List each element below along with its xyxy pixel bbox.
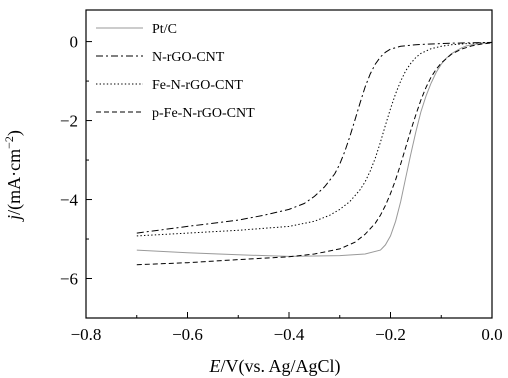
series-layer — [136, 41, 493, 266]
y-tick-label: 0 — [70, 33, 79, 52]
y-axis-label: j/(mA·cm−2) — [2, 130, 25, 222]
series-line-4 — [136, 42, 493, 266]
y-tick-label: −2 — [60, 112, 78, 131]
legend-label-3: Fe-N-rGO-CNT — [152, 78, 243, 93]
x-tick-label: −0.2 — [375, 325, 406, 344]
x-axis-label: E/V(vs. Ag/AgCl) — [208, 356, 340, 377]
x-tick-label: 0.0 — [481, 325, 502, 344]
plot-frame — [85, 9, 493, 319]
y-tick-label: −6 — [60, 270, 78, 289]
series-line-1 — [136, 41, 493, 257]
x-tick-label: −0.6 — [172, 325, 203, 344]
x-tick-label: −0.4 — [274, 325, 305, 344]
legend-label-2: N-rGO-CNT — [152, 50, 225, 65]
series-line-3 — [136, 41, 493, 237]
series-line-2 — [136, 41, 493, 234]
legend: Pt/C N-rGO-CNT Fe-N-rGO-CNT p-Fe-N-rGO-CNT — [96, 22, 255, 121]
legend-label-1: Pt/C — [152, 22, 177, 37]
legend-label-4: p-Fe-N-rGO-CNT — [152, 106, 255, 121]
x-tick-label: −0.8 — [71, 325, 102, 344]
axes-ticks: −0.8 −0.6 −0.4 −0.2 0.0 0 −2 −4 −6 — [60, 33, 503, 344]
y-tick-label: −4 — [60, 191, 79, 210]
plot-area — [85, 9, 493, 319]
